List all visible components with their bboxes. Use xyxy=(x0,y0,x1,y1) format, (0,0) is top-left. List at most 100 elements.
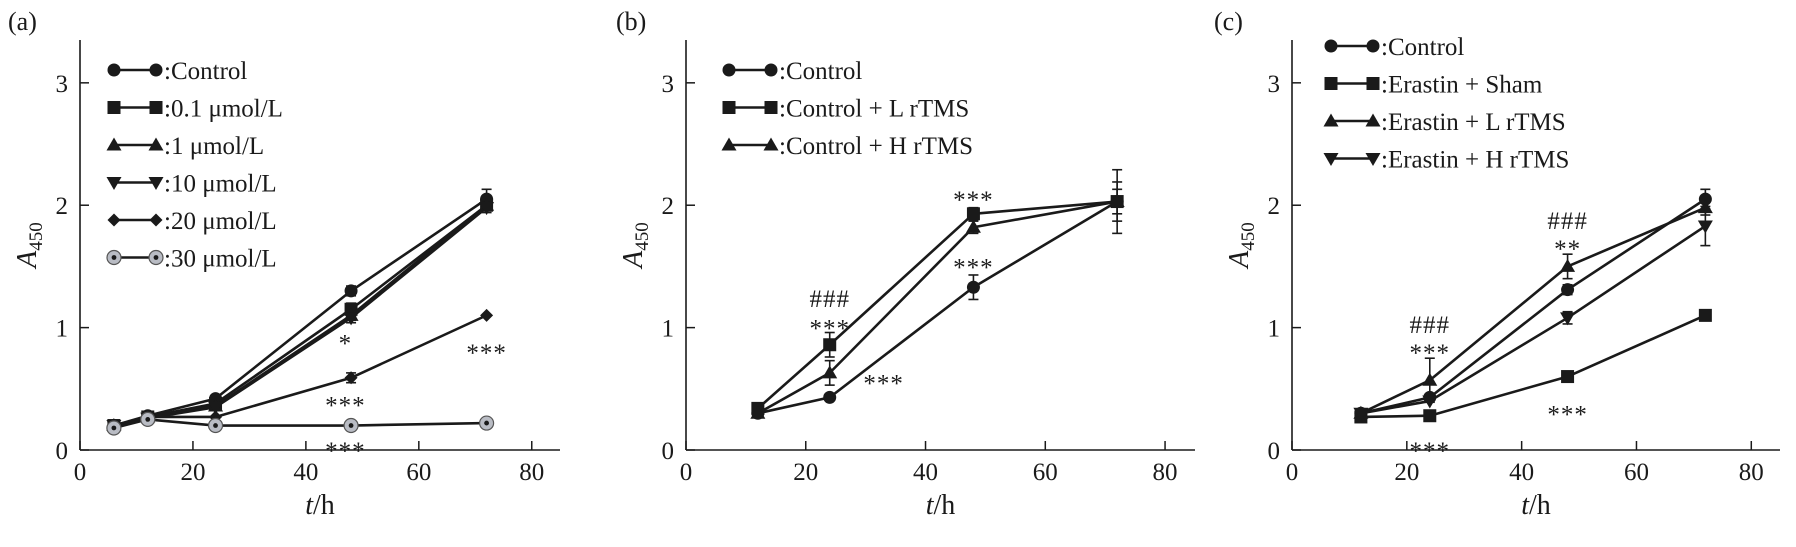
legend-marker xyxy=(149,101,163,114)
series-3 xyxy=(750,188,1125,419)
legend-label: :10 μmol/L xyxy=(164,171,277,198)
legend-marker xyxy=(107,213,121,227)
x-tick-label: 60 xyxy=(1033,459,1058,486)
series-line xyxy=(113,418,487,430)
legend-marker xyxy=(149,63,163,77)
y-tick-label: 2 xyxy=(662,193,675,220)
x-tick-label: 40 xyxy=(913,459,938,486)
legend-entry: :1 μmol/L xyxy=(106,133,264,160)
data-point xyxy=(1698,308,1712,322)
legend-entry: :Erastin + Sham xyxy=(1324,72,1543,99)
data-point xyxy=(1353,407,1369,421)
y-tick-label: 1 xyxy=(662,316,675,343)
legend-marker xyxy=(1323,153,1339,166)
y-tick-label: 3 xyxy=(56,71,69,98)
legend-marker xyxy=(722,101,736,114)
legend-label: :Control xyxy=(164,58,247,85)
y-axis-title: A450 xyxy=(618,222,653,270)
data-point xyxy=(750,405,766,419)
legend-entry: :Erastin + H rTMS xyxy=(1323,147,1569,174)
data-point xyxy=(1560,312,1576,326)
y-tick-label: 0 xyxy=(1268,438,1281,465)
y-tick-label: 2 xyxy=(56,193,69,220)
series-line xyxy=(757,200,1118,415)
legend-marker xyxy=(1323,113,1339,127)
x-tick-label: 60 xyxy=(1624,459,1649,486)
significance-mark: ** xyxy=(1554,236,1581,263)
panel-label: (c) xyxy=(1214,7,1243,36)
legend-label: :0.1 μmol/L xyxy=(164,96,283,123)
significance-mark: *** xyxy=(863,371,904,398)
legend-entry: :0.1 μmol/L xyxy=(107,96,283,123)
data-point-center xyxy=(111,425,117,431)
data-point xyxy=(343,312,359,326)
significance-mark: *** xyxy=(1547,401,1588,428)
legend-marker xyxy=(106,177,122,190)
data-point xyxy=(823,390,837,404)
data-point xyxy=(480,308,494,322)
y-tick-label: 1 xyxy=(1268,316,1281,343)
data-point xyxy=(1109,194,1125,208)
data-point xyxy=(1561,370,1575,384)
legend-marker xyxy=(107,63,121,77)
legend: :Control :Erastin + Sham :Erastin + L rTMS… xyxy=(1323,34,1569,174)
legend-marker xyxy=(764,101,778,114)
significance-mark: *** xyxy=(1410,340,1451,367)
data-point xyxy=(966,280,980,294)
legend-entry: :20 μmol/L xyxy=(107,208,277,235)
series-1 xyxy=(751,168,1124,420)
x-axis-title: t/h xyxy=(1521,490,1551,521)
legend-label: :Control + L rTMS xyxy=(779,96,969,123)
panel-label: (b) xyxy=(616,7,646,36)
legend-marker xyxy=(1365,113,1381,127)
significance-mark: *** xyxy=(953,254,994,281)
data-point xyxy=(1422,395,1438,409)
significance-mark: *** xyxy=(1410,438,1451,465)
series-1 xyxy=(1354,188,1712,420)
legend-label: :1 μmol/L xyxy=(164,133,264,160)
data-point-center xyxy=(348,423,354,428)
x-tick-label: 20 xyxy=(793,459,818,486)
x-tick-label: 80 xyxy=(1153,459,1178,486)
data-point xyxy=(822,365,838,379)
significance-mark: *** xyxy=(325,393,366,420)
data-point xyxy=(479,202,495,216)
significance-mark: *** xyxy=(466,340,507,367)
legend-label: :Control xyxy=(779,58,862,85)
x-tick-label: 60 xyxy=(406,459,431,486)
legend-entry: :Control xyxy=(1324,34,1464,61)
y-tick-label: 0 xyxy=(56,438,69,465)
legend-label: :Erastin + L rTMS xyxy=(1381,109,1566,136)
x-tick-label: 80 xyxy=(1739,459,1764,486)
legend-label: :Erastin + H rTMS xyxy=(1381,147,1569,174)
x-tick-label: 0 xyxy=(74,459,87,486)
x-tick-label: 80 xyxy=(519,459,544,486)
significance-mark: *** xyxy=(953,187,994,214)
y-axis-title: A450 xyxy=(1224,222,1259,270)
series-line xyxy=(756,200,1118,410)
legend-label: :Erastin + Sham xyxy=(1381,72,1543,99)
panel-b: (b) 0 20 40 60 80 0 1 2 3 t/h A450 ### *** *** *** ***:C… xyxy=(616,7,1195,521)
significance-mark: *** xyxy=(809,316,850,343)
significance-mark: * xyxy=(339,330,353,357)
legend-marker xyxy=(107,101,121,114)
data-point xyxy=(344,371,358,385)
data-point xyxy=(1561,283,1575,297)
legend-marker xyxy=(1324,77,1338,90)
y-axis-title: A450 xyxy=(12,222,47,270)
legend-entry: :Control xyxy=(107,58,247,85)
data-point xyxy=(1698,192,1712,206)
legend-marker-center xyxy=(111,255,117,260)
series-line xyxy=(1360,314,1706,419)
legend-entry: :Control + H rTMS xyxy=(721,133,973,160)
x-axis-title: t/h xyxy=(926,490,956,521)
legend-marker xyxy=(1366,39,1380,53)
panel-a: (a)0 20 40 60 800123t/hA450**********:Contro… xyxy=(8,7,560,521)
data-point xyxy=(1697,220,1713,234)
data-point xyxy=(344,284,358,298)
data-point xyxy=(1423,409,1437,423)
series-line xyxy=(1360,198,1707,415)
data-point-center xyxy=(484,420,489,426)
legend-entry: :30 μmol/L xyxy=(106,246,277,273)
